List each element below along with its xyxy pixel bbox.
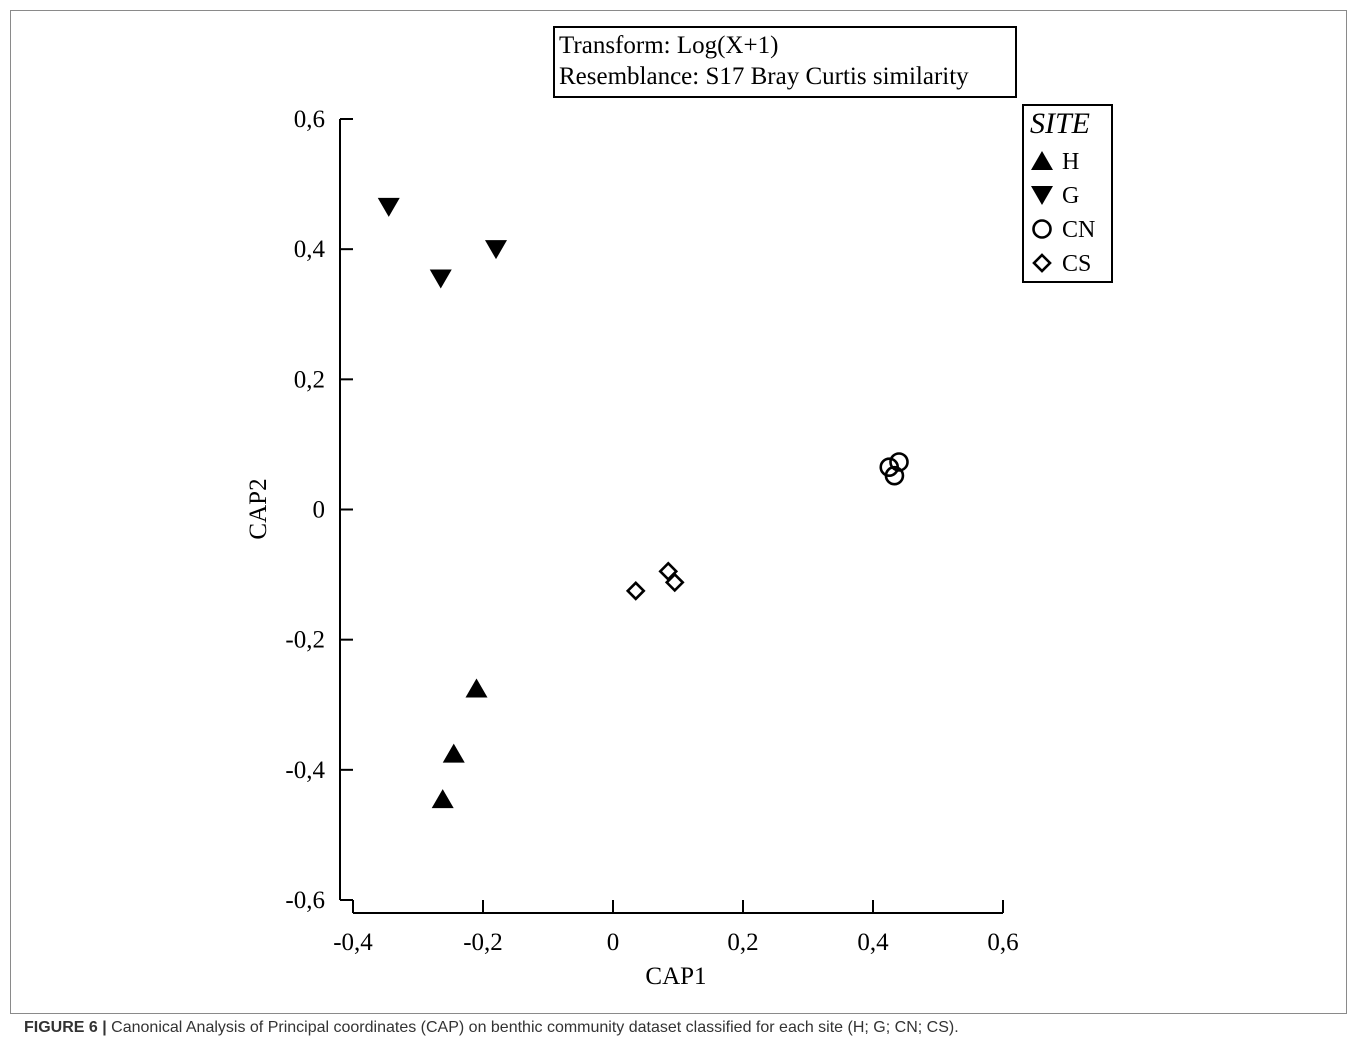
legend-marker-h (1031, 151, 1053, 170)
y-tick-label: 0 (313, 497, 326, 524)
cap-scatter-chart: Transform: Log(X+1) Resemblance: S17 Bra… (245, 26, 1113, 990)
x-tick-label: -0,2 (463, 929, 503, 956)
data-points (377, 197, 909, 809)
x-tick-label: 0,2 (727, 929, 758, 956)
y-tick-label: 0,2 (294, 366, 325, 393)
y-tick-label: 0,4 (294, 236, 326, 263)
info-box-frame (553, 26, 1017, 98)
y-axis-title: CAP2 (245, 478, 272, 539)
y-tick-label: -0,6 (285, 887, 325, 914)
data-point-h (431, 789, 454, 809)
legend-title: SITE (1030, 107, 1090, 140)
caption-label: FIGURE 6 | (24, 1019, 107, 1036)
x-axis-title: CAP1 (645, 963, 706, 990)
data-point-cn (889, 452, 909, 472)
info-transform-text: Transform: Log(X+1) (559, 32, 778, 59)
data-point-cn (884, 465, 905, 486)
x-ticks: -0,4 -0,2 0 0,2 0,4 0,6 (333, 900, 1019, 956)
data-point-g (377, 197, 400, 217)
info-box: Transform: Log(X+1) Resemblance: S17 Bra… (553, 26, 1017, 98)
data-point-g (429, 269, 452, 289)
figure-caption: FIGURE 6 | Canonical Analysis of Princip… (24, 1019, 1334, 1037)
legend-label-cs: CS (1062, 251, 1091, 277)
legend-items: HG CN CS (1031, 149, 1095, 277)
data-point-h (442, 743, 465, 763)
x-tick-label: 0,6 (987, 929, 1018, 956)
y-ticks: -0,6 -0,4 -0,2 0 0,2 0,4 0,6 (285, 106, 353, 914)
legend-marker-cs (1032, 253, 1052, 273)
y-tick-label: -0,2 (285, 627, 325, 654)
legend-marker-cn (1032, 219, 1052, 239)
legend-label-cn: CN (1062, 217, 1095, 243)
x-tick-label: -0,4 (333, 929, 373, 956)
y-tick-label: 0,6 (294, 106, 325, 133)
data-point-cs (625, 581, 646, 601)
x-tick-label: 0,4 (857, 929, 889, 956)
x-tick-label: 0 (607, 929, 620, 956)
data-point-h (465, 678, 488, 698)
caption-text: Canonical Analysis of Principal coordina… (106, 1019, 959, 1036)
figure-frame: Transform: Log(X+1) Resemblance: S17 Bra… (10, 10, 1347, 1014)
legend-label-h: H (1062, 149, 1079, 175)
legend-marker-g (1031, 186, 1053, 205)
y-tick-label: -0,4 (285, 757, 325, 784)
data-point-cs (664, 572, 685, 593)
data-point-g (485, 240, 507, 260)
legend-label-g: G (1062, 183, 1079, 209)
info-resemblance-text: Resemblance: S17 Bray Curtis similarity (559, 63, 969, 90)
legend: SITE HG CN CS (1022, 104, 1113, 283)
